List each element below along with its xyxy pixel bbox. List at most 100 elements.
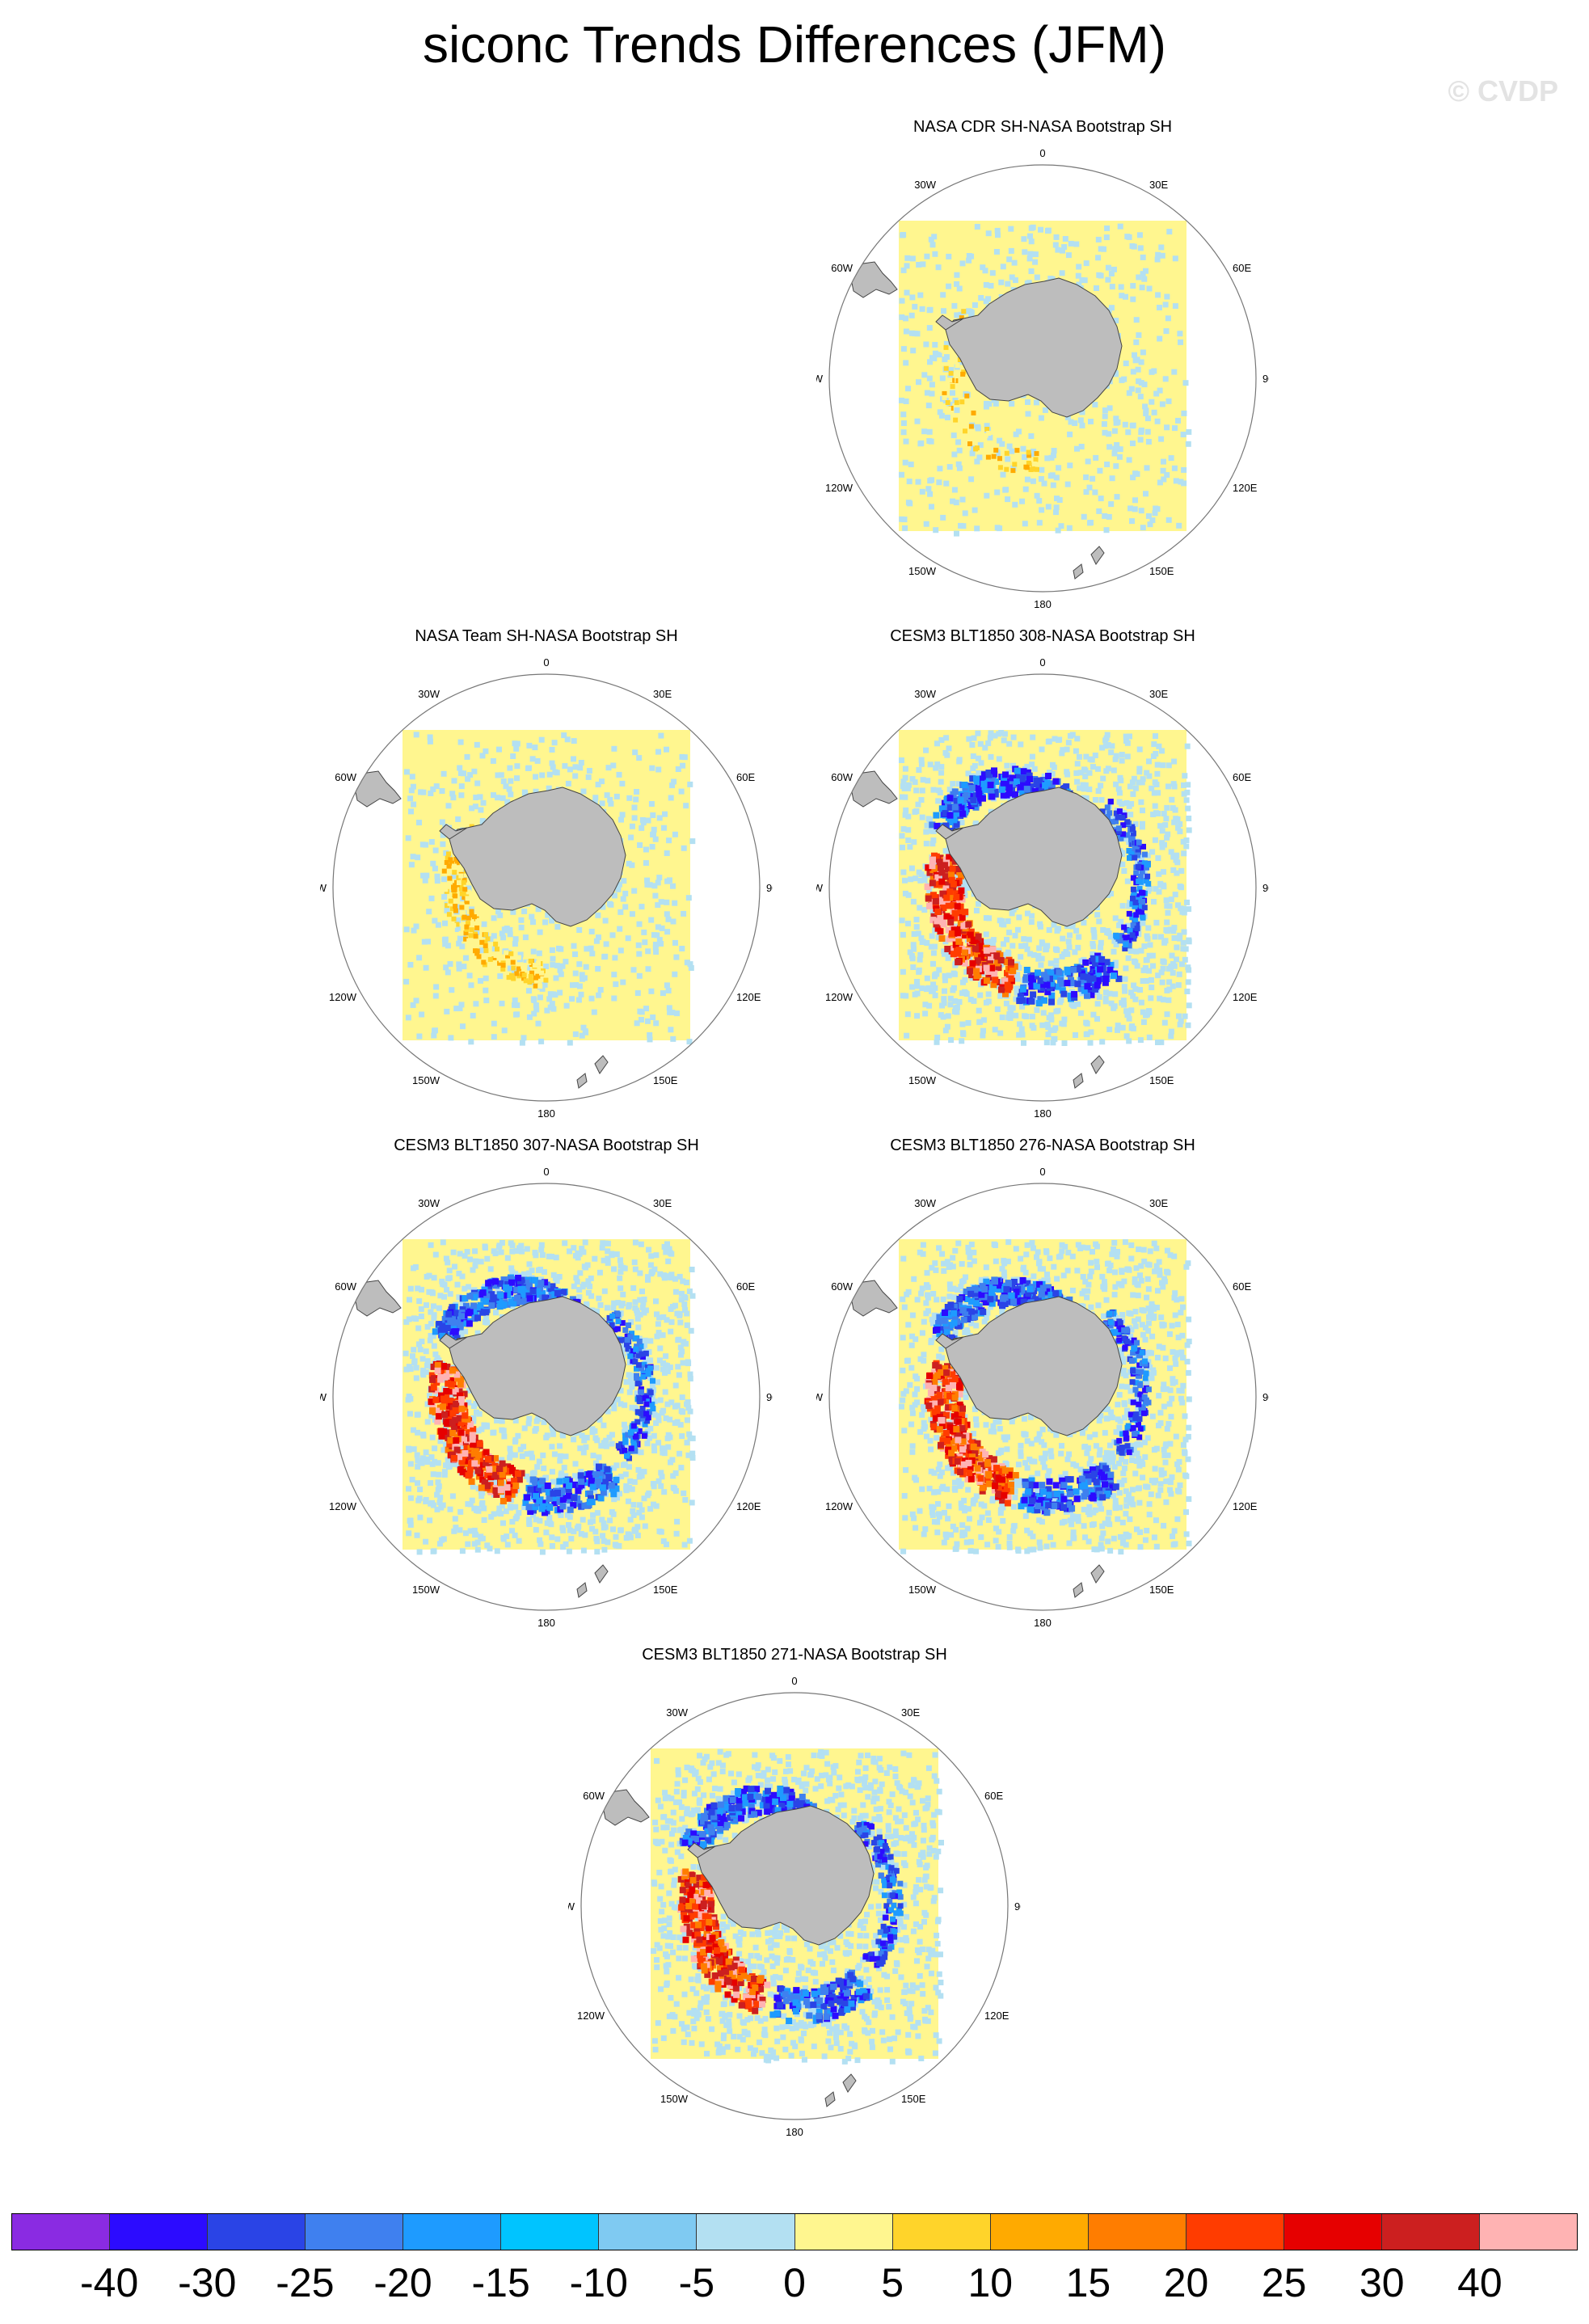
longitude-label: 150E	[653, 1584, 678, 1596]
colorbar-swatch	[1479, 2214, 1577, 2250]
colorbar-tick-label: -25	[276, 2260, 335, 2305]
longitude-label: 120E	[984, 2010, 1009, 2022]
longitude-label: 90W	[320, 1391, 327, 1403]
colorbar-swatch	[1283, 2214, 1382, 2250]
antarctica-landmass	[945, 1296, 1123, 1436]
panel-title: NASA CDR SH-NASA Bootstrap SH	[913, 118, 1173, 136]
colorbar	[11, 2213, 1578, 2250]
panel-title: NASA Team SH-NASA Bootstrap SH	[415, 627, 678, 645]
colorbar-tick-label: 20	[1163, 2260, 1209, 2305]
longitude-label: 30W	[418, 688, 440, 700]
longitude-label: 180	[1034, 1107, 1052, 1120]
longitude-label: 180	[537, 1617, 555, 1629]
colorbar-tick-label: 25	[1261, 2260, 1307, 2305]
longitude-label: 180	[537, 1107, 555, 1120]
map-boundary	[828, 1183, 1257, 1611]
longitude-label: 120E	[736, 991, 761, 1003]
longitude-label: 30E	[1149, 1197, 1168, 1209]
longitude-label: 120W	[825, 991, 854, 1003]
longitude-label: 60W	[831, 771, 853, 783]
colorbar-swatch	[403, 2214, 502, 2250]
longitude-label: 90E	[1262, 1391, 1269, 1403]
map-panel: CESM3 BLT1850 271-NASA Bootstrap SH 0 180…	[568, 1646, 1021, 2147]
longitude-label: 60E	[1233, 262, 1251, 274]
map-panel: CESM3 BLT1850 307-NASA Bootstrap SH 0 180…	[320, 1137, 773, 1638]
colorbar-swatch	[110, 2214, 209, 2250]
panel-title: CESM3 BLT1850 271-NASA Bootstrap SH	[642, 1646, 947, 1664]
longitude-label: 90E	[1014, 1900, 1021, 1913]
colorbar-swatch	[990, 2214, 1089, 2250]
longitude-label: 0	[791, 1675, 797, 1687]
colorbar-tick-label: -15	[471, 2260, 530, 2305]
longitude-label: 150W	[412, 1074, 440, 1086]
cvdp-watermark: © CVDP	[1448, 74, 1558, 108]
longitude-label: 120E	[1233, 991, 1258, 1003]
map-panel: NASA CDR SH-NASA Bootstrap SH 0 180 30W 30E…	[816, 118, 1269, 619]
longitude-label: 90W	[320, 882, 327, 894]
longitude-label: 180	[1034, 598, 1052, 610]
longitude-label: 30E	[653, 688, 672, 700]
longitude-label: 60W	[335, 1280, 356, 1293]
longitude-label: 150E	[901, 2093, 926, 2105]
panel-title: CESM3 BLT1850 276-NASA Bootstrap SH	[890, 1137, 1195, 1154]
longitude-label: 120W	[329, 991, 357, 1003]
polar-map: 0 180 30W 30E 60W 60E 90W 90E 120W 120E 150W 150E	[320, 1166, 773, 1629]
panel-title: CESM3 BLT1850 308-NASA Bootstrap SH	[890, 627, 1195, 645]
map-boundary	[828, 164, 1257, 593]
colorbar-swatch	[501, 2214, 600, 2250]
longitude-label: 60W	[335, 771, 356, 783]
longitude-label: 30W	[914, 1197, 936, 1209]
polar-map: 0 180 30W 30E 60W 60E 90W 90E 120W 120E 150W 150E	[320, 656, 773, 1120]
longitude-label: 120W	[825, 482, 854, 494]
longitude-label: 120W	[577, 2010, 605, 2022]
colorbar-swatch	[306, 2214, 404, 2250]
map-panel: NASA Team SH-NASA Bootstrap SH 0 180 30W 30…	[320, 627, 773, 1128]
colorbar-tick-label: -40	[79, 2260, 139, 2305]
longitude-label: 90E	[1262, 373, 1269, 385]
colorbar-swatch	[599, 2214, 698, 2250]
map-boundary	[580, 1692, 1009, 2120]
longitude-label: 30W	[914, 179, 936, 191]
colorbar-tick-label: 0	[783, 2260, 806, 2305]
colorbar-swatch	[892, 2214, 991, 2250]
longitude-label: 150W	[908, 1074, 937, 1086]
longitude-label: 30E	[1149, 179, 1168, 191]
new-zealand-landmass	[1090, 546, 1105, 565]
polar-map: 0 180 30W 30E 60W 60E 90W 90E 120W 120E 150W 150E	[816, 147, 1269, 610]
antarctica-landmass	[449, 1296, 626, 1436]
longitude-label: 150W	[908, 565, 937, 577]
longitude-label: 60W	[583, 1790, 605, 1802]
colorbar-tick-label: -5	[678, 2260, 715, 2305]
longitude-label: 90W	[568, 1900, 575, 1913]
longitude-label: 180	[786, 2126, 803, 2138]
south-america-landmass	[849, 770, 898, 808]
longitude-label: 120E	[1233, 1500, 1258, 1512]
south-america-landmass	[849, 1280, 898, 1317]
longitude-label: 120W	[329, 1500, 357, 1512]
longitude-label: 120W	[825, 1500, 854, 1512]
longitude-label: 0	[543, 1166, 549, 1178]
longitude-label: 150E	[1149, 1584, 1174, 1596]
south-america-landmass	[353, 1280, 402, 1317]
antarctica-landmass	[945, 277, 1123, 418]
longitude-label: 30W	[418, 1197, 440, 1209]
colorbar-tick-label: -30	[178, 2260, 237, 2305]
polar-map: 0 180 30W 30E 60W 60E 90W 90E 120W 120E 150W 150E	[568, 1675, 1021, 2138]
longitude-label: 30W	[914, 688, 936, 700]
colorbar-swatch	[12, 2214, 111, 2250]
longitude-label: 90E	[766, 882, 773, 894]
longitude-label: 150W	[412, 1584, 440, 1596]
south-america-landmass	[849, 261, 898, 298]
new-zealand-landmass	[594, 1564, 609, 1584]
longitude-label: 0	[1039, 656, 1045, 669]
colorbar-tick-label: -20	[373, 2260, 432, 2305]
longitude-label: 0	[543, 656, 549, 669]
longitude-label: 120E	[736, 1500, 761, 1512]
longitude-label: 60E	[1233, 1280, 1251, 1293]
colorbar-tick-label: 40	[1457, 2260, 1503, 2305]
colorbar-swatch	[794, 2214, 893, 2250]
longitude-label: 0	[1039, 1166, 1045, 1178]
polar-map: 0 180 30W 30E 60W 60E 90W 90E 120W 120E 150W 150E	[816, 1166, 1269, 1629]
longitude-label: 30E	[901, 1706, 920, 1719]
longitude-label: 120E	[1233, 482, 1258, 494]
